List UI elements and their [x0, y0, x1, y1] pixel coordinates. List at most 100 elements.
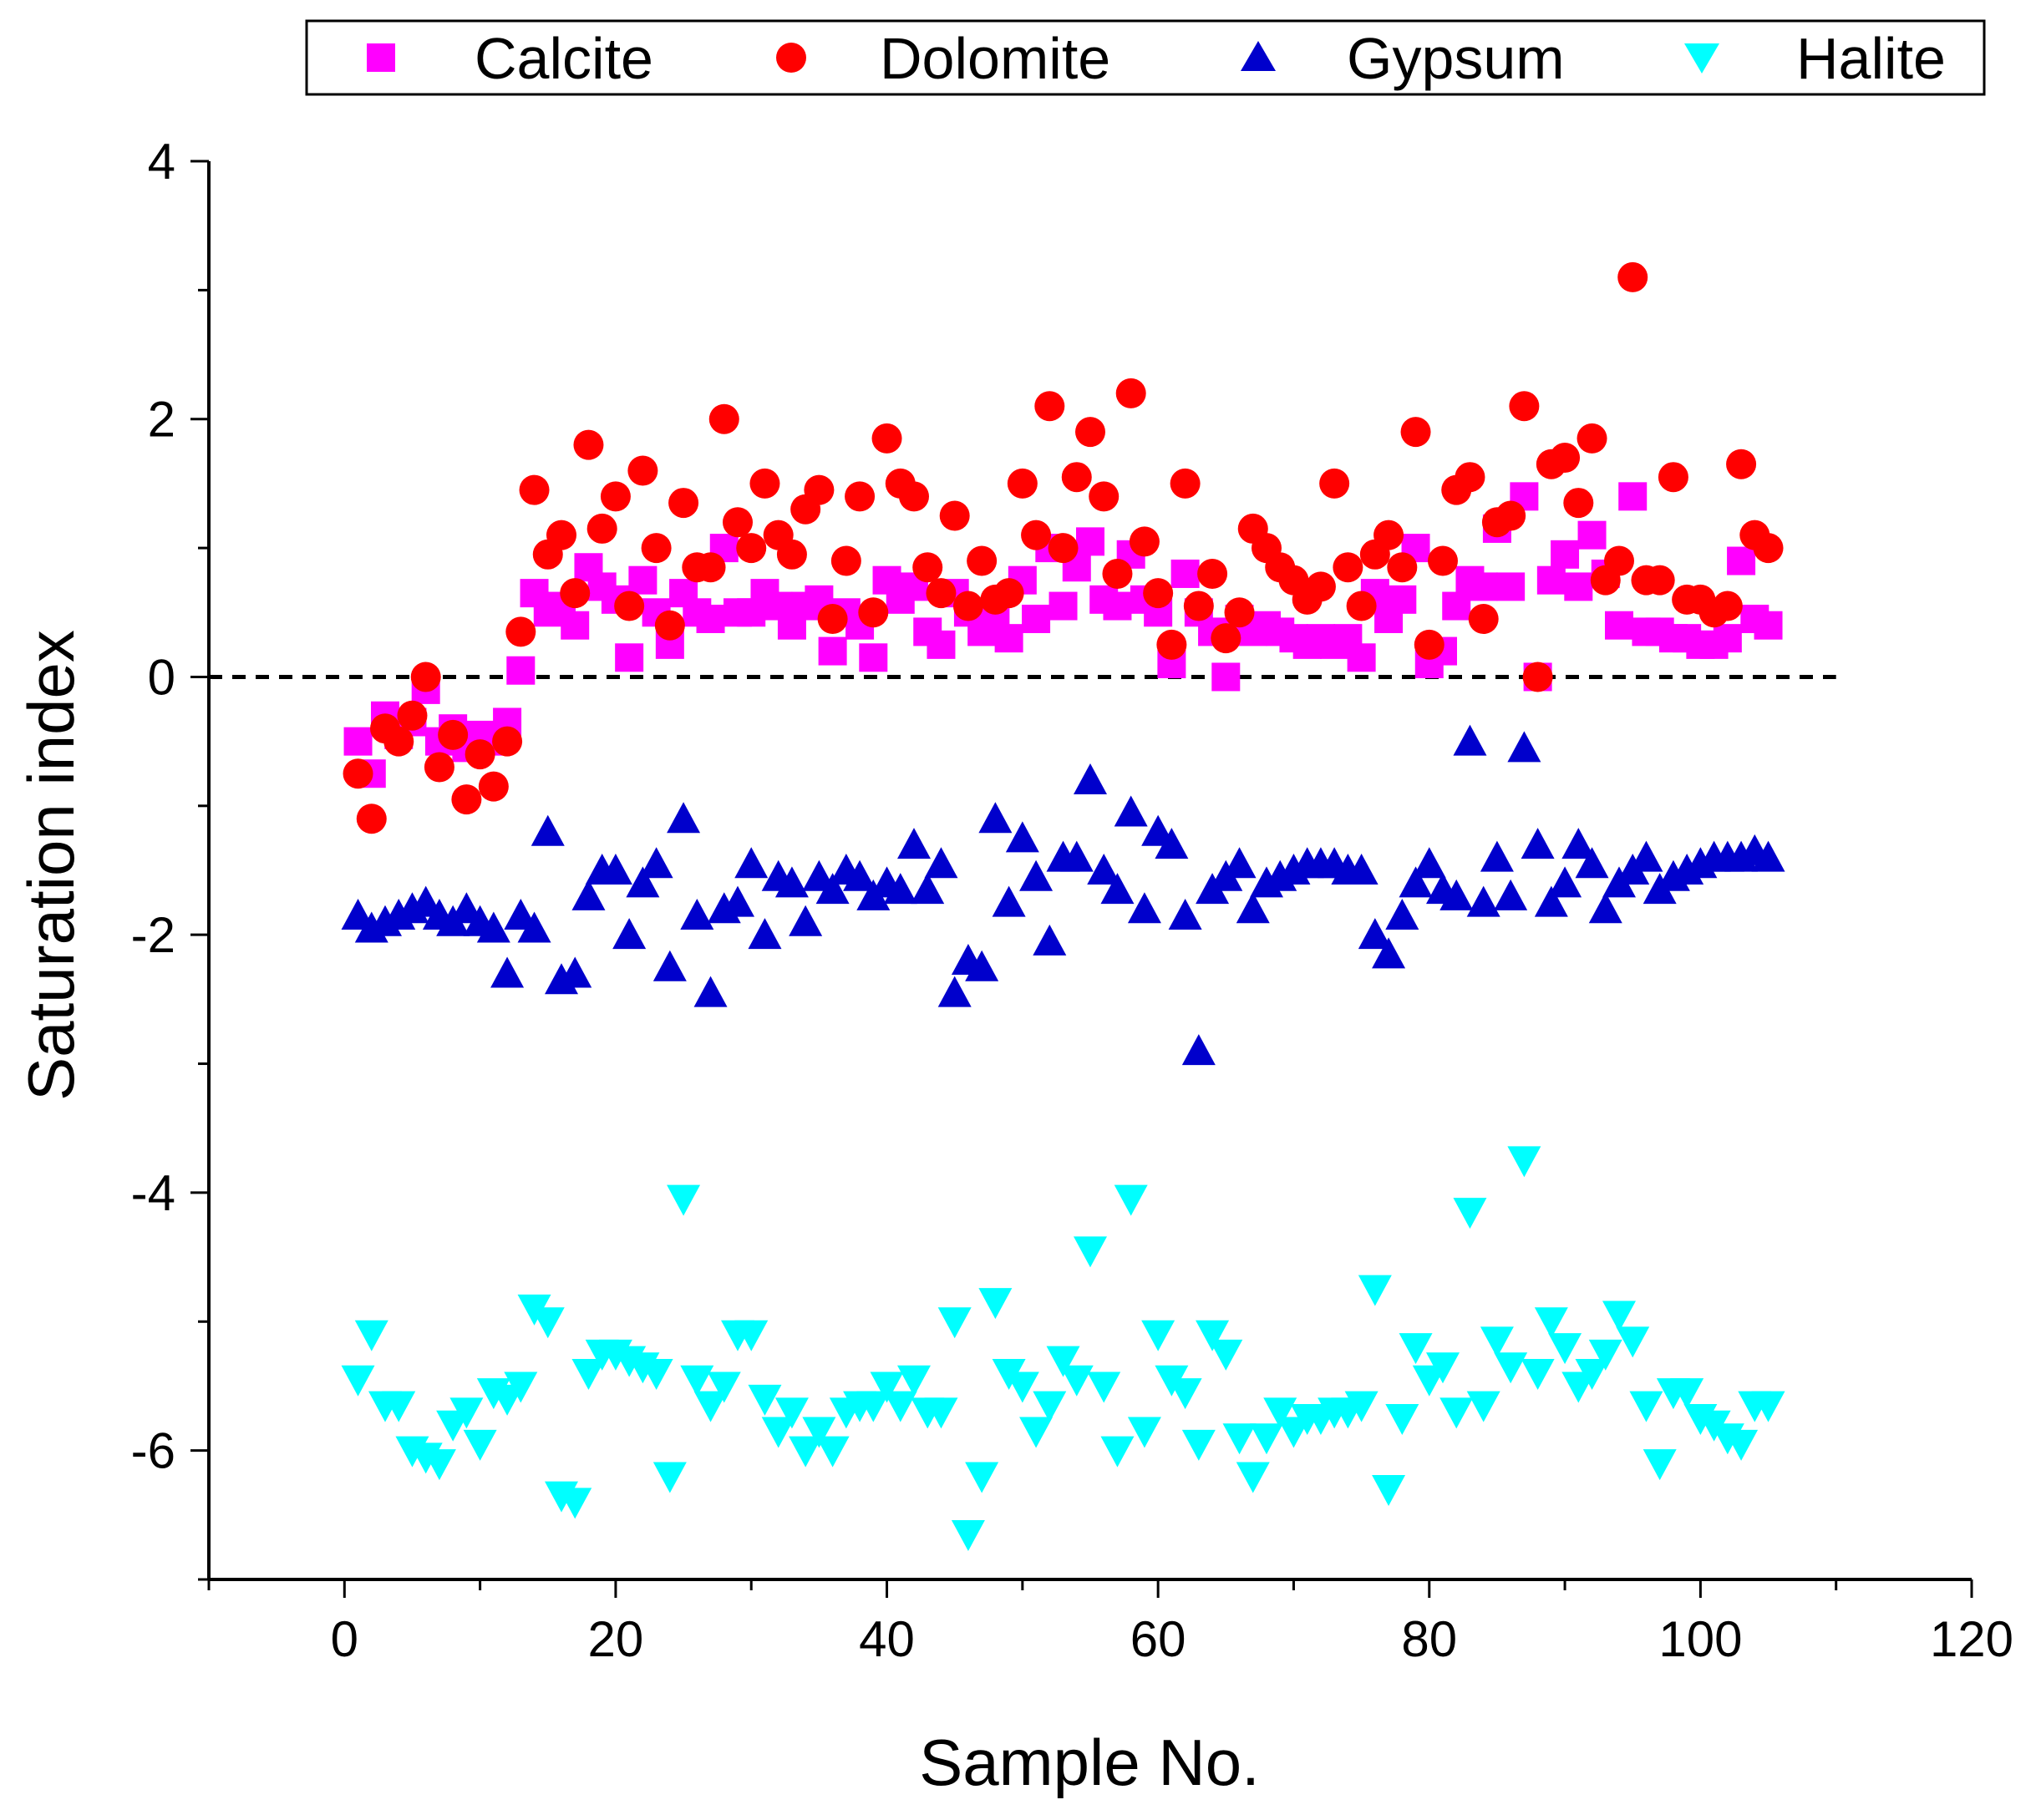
halite-point — [1521, 1359, 1555, 1391]
dolomite-point — [1061, 462, 1092, 493]
halite-point — [1074, 1236, 1107, 1268]
gypsum-point — [1344, 854, 1378, 885]
calcite-point — [1577, 520, 1607, 550]
gypsum-point — [1480, 840, 1514, 872]
halite-point — [924, 1397, 958, 1429]
dolomite-point — [804, 474, 835, 505]
gypsum-point — [721, 885, 754, 917]
halite-point — [504, 1371, 538, 1403]
calcite-point — [1022, 604, 1051, 633]
halite-point — [937, 1307, 972, 1339]
gypsum-point — [1494, 879, 1528, 910]
dolomite-point — [465, 739, 495, 770]
dolomite-point — [1075, 417, 1105, 448]
calcite-point — [1713, 624, 1742, 653]
dolomite-point — [1428, 545, 1458, 576]
halite-point — [693, 1391, 728, 1422]
halite-point — [463, 1429, 497, 1461]
x-tick-label: 20 — [588, 1611, 644, 1667]
calcite-point — [1564, 572, 1593, 601]
halite-point — [1181, 1429, 1216, 1461]
gypsum-point — [1412, 847, 1446, 879]
dolomite-point — [912, 552, 943, 583]
dolomite-point — [871, 423, 902, 454]
halite-point — [1019, 1417, 1054, 1448]
y-tick-label: -4 — [131, 1165, 175, 1221]
halite-point — [1263, 1397, 1297, 1429]
dolomite-point — [1726, 449, 1757, 479]
halite-point — [856, 1391, 891, 1422]
gypsum-point — [1534, 885, 1568, 917]
legend-label-halite: Halite — [1796, 26, 1946, 91]
gypsum-point — [883, 873, 917, 905]
gypsum-point — [1155, 828, 1189, 859]
gypsum-point — [1588, 892, 1622, 924]
halite-point — [789, 1436, 823, 1468]
legend-marker-dolomite — [776, 43, 806, 73]
calcite-point — [1605, 611, 1633, 640]
dolomite-point — [830, 545, 861, 576]
dolomite-point — [967, 545, 998, 576]
legend-item-dolomite: Dolomite — [776, 26, 1110, 91]
dolomite-point — [410, 662, 441, 692]
gypsum-point — [1236, 892, 1270, 924]
halite-point — [1602, 1300, 1636, 1332]
halite-point — [571, 1359, 606, 1391]
gypsum-point — [1074, 763, 1107, 794]
dolomite-point — [343, 758, 373, 789]
dolomite-point — [383, 726, 414, 757]
gypsum-point — [1372, 937, 1406, 969]
legend-marker-halite — [1684, 43, 1719, 74]
dolomite-point — [1400, 417, 1431, 448]
gypsum-point — [652, 950, 687, 981]
y-tick-label: -2 — [131, 907, 175, 963]
series-gypsum — [341, 724, 1785, 1066]
gypsum-point — [571, 879, 606, 910]
gypsum-point — [992, 885, 1026, 917]
dolomite-point — [519, 474, 550, 505]
dolomite-point — [736, 533, 767, 564]
gypsum-point — [1629, 840, 1663, 872]
calcite-point — [615, 643, 644, 672]
calcite-point — [1347, 643, 1376, 672]
dolomite-point — [1550, 443, 1581, 474]
gypsum-point — [639, 847, 673, 879]
legend-item-gypsum: Gypsum — [1241, 26, 1565, 91]
dolomite-point — [573, 429, 604, 460]
y-axis-title: Saturation index — [14, 630, 88, 1101]
dolomite-point — [356, 804, 387, 834]
halite-point — [1100, 1436, 1135, 1468]
x-tick-label: 60 — [1130, 1611, 1186, 1667]
calcite-point — [1727, 546, 1756, 575]
gypsum-point — [897, 828, 931, 859]
halite-point — [667, 1184, 701, 1216]
series-dolomite — [343, 261, 1784, 834]
dolomite-point — [1577, 423, 1607, 454]
dolomite-point — [1522, 662, 1553, 692]
calcite-point — [1469, 572, 1498, 601]
gypsum-point — [843, 859, 877, 891]
calcite-point — [1103, 591, 1132, 621]
halite-point — [341, 1365, 375, 1397]
gypsum-point — [667, 802, 701, 834]
gypsum-point — [1521, 828, 1555, 859]
halite-point — [1548, 1333, 1582, 1365]
dolomite-point — [1183, 591, 1214, 621]
gypsum-point — [924, 847, 958, 879]
dolomite-point — [817, 603, 848, 634]
dolomite-point — [695, 552, 726, 583]
halite-point — [1575, 1359, 1609, 1391]
halite-point — [354, 1320, 388, 1351]
gypsum-point — [1114, 795, 1148, 827]
halite-point — [1385, 1404, 1419, 1436]
calcite-point — [818, 636, 847, 666]
dolomite-point — [1319, 468, 1350, 499]
dolomite-point — [1495, 500, 1526, 531]
calcite-point — [1618, 482, 1648, 511]
y-tick-label: 0 — [148, 649, 175, 705]
gypsum-point — [680, 899, 714, 930]
gypsum-point — [476, 911, 510, 943]
halite-point — [1344, 1391, 1378, 1422]
gypsum-point — [774, 866, 809, 898]
